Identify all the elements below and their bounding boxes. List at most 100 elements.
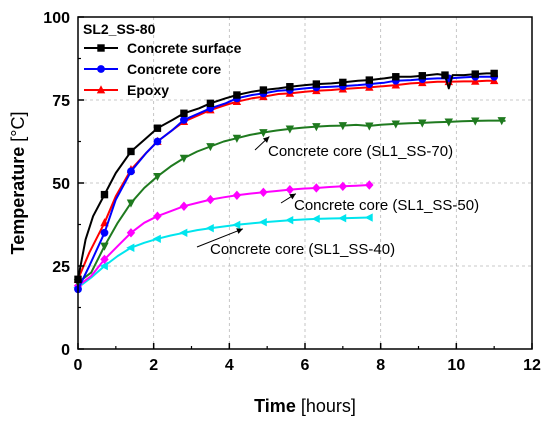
- axis-layer: 0 2 4 6 8 10 12 0 25 50 75 100: [43, 10, 541, 374]
- annotation-arrow: [196, 228, 244, 248]
- series-line: [77, 119, 506, 284]
- series-concrete-core-sl1-ss-50-: [73, 180, 374, 291]
- data-point: [99, 261, 108, 271]
- data-point: [365, 180, 374, 190]
- data-point: [100, 242, 109, 251]
- data-point: [441, 71, 449, 79]
- data-point: [285, 215, 294, 225]
- x-tick-label: 0: [74, 357, 83, 374]
- data-point: [312, 123, 321, 132]
- data-point: [126, 199, 136, 208]
- data-point: [126, 243, 135, 252]
- annotation-label: Concrete core (SL1_SS-50): [294, 197, 479, 214]
- data-point: [365, 122, 374, 131]
- data-point: [364, 213, 373, 222]
- arrowhead-icon: [236, 228, 243, 234]
- series-concrete-core-sl1-ss-40-: [73, 213, 373, 292]
- legend: SL2_SS-80 Concrete surface Concrete core Ep…: [83, 21, 242, 98]
- data-point: [153, 124, 162, 132]
- data-point: [471, 76, 480, 85]
- data-point: [179, 201, 189, 211]
- legend-entry: Concrete surface: [84, 40, 242, 56]
- y-tick-label: 100: [43, 10, 70, 27]
- x-axis-title-unit: [hours]: [301, 396, 356, 416]
- data-point: [180, 109, 188, 117]
- y-axis-title: Temperature [°C]: [8, 112, 28, 255]
- data-point: [339, 78, 347, 87]
- data-point: [490, 69, 498, 78]
- x-tick-label: 6: [301, 357, 310, 374]
- arrowhead-icon: [262, 136, 270, 143]
- data-point: [233, 91, 241, 99]
- data-point: [259, 129, 268, 138]
- data-point: [153, 172, 162, 182]
- data-point: [418, 119, 427, 128]
- data-point: [285, 184, 295, 195]
- x-axis-title: Time [hours]: [254, 396, 356, 416]
- data-point: [418, 72, 426, 80]
- data-point: [338, 122, 348, 131]
- data-point: [205, 223, 214, 233]
- x-tick-label: 8: [376, 357, 385, 374]
- x-tick-label: 4: [225, 357, 234, 374]
- legend-marker: [97, 65, 105, 73]
- legend-entry: Epoxy: [84, 82, 169, 98]
- data-point: [286, 83, 294, 91]
- x-tick-label: 2: [149, 357, 158, 374]
- data-point: [180, 116, 188, 124]
- data-point: [391, 120, 400, 129]
- data-point: [444, 118, 453, 127]
- legend-marker: [96, 85, 106, 94]
- data-point: [338, 213, 347, 223]
- legend-label: Concrete core: [127, 61, 221, 77]
- data-point: [311, 214, 320, 224]
- data-point: [365, 76, 374, 84]
- data-point: [232, 220, 241, 230]
- data-point: [232, 134, 242, 143]
- data-point: [497, 117, 506, 126]
- legend-label: Epoxy: [127, 82, 169, 98]
- annotation-layer: Concrete core (SL1_SS-70) Concrete core (…: [196, 136, 479, 258]
- data-point: [312, 80, 321, 88]
- annotation: Concrete core (SL1_SS-70): [254, 136, 453, 160]
- y-axis-title-main: Temperature: [8, 147, 28, 255]
- x-tick-label: 12: [523, 357, 541, 374]
- data-point: [126, 228, 136, 238]
- data-point: [471, 117, 480, 126]
- data-point: [471, 70, 479, 78]
- series-layer: [73, 69, 506, 294]
- data-point: [206, 99, 215, 108]
- series-line: [77, 216, 370, 289]
- data-point: [179, 228, 188, 237]
- data-point: [127, 147, 135, 156]
- y-tick-label: 50: [52, 176, 70, 193]
- x-axis-title-main: Time: [254, 396, 296, 416]
- series-line: [77, 184, 370, 287]
- annotation-label: Concrete core (SL1_SS-40): [210, 241, 395, 258]
- data-point: [259, 86, 268, 94]
- data-point: [153, 137, 162, 146]
- data-point: [285, 125, 295, 134]
- legend-marker: [97, 44, 105, 52]
- data-point: [127, 167, 135, 176]
- data-point: [259, 187, 268, 197]
- annotation-label: Concrete core (SL1_SS-70): [268, 143, 453, 160]
- data-point: [312, 183, 321, 193]
- legend-title: SL2_SS-80: [83, 21, 156, 37]
- y-tick-label: 25: [52, 259, 70, 276]
- grid-layer: [78, 17, 532, 349]
- data-point: [100, 190, 109, 199]
- annotation: Concrete core (SL1_SS-40): [196, 228, 395, 258]
- data-point: [258, 217, 267, 227]
- data-point: [152, 234, 161, 243]
- arrowhead-icon: [289, 193, 296, 200]
- data-point: [392, 73, 400, 81]
- y-tick-label: 75: [52, 93, 70, 110]
- y-tick-label: 0: [61, 342, 70, 359]
- data-point: [179, 154, 189, 163]
- data-point: [100, 254, 109, 265]
- y-axis-title-unit: [°C]: [8, 112, 28, 142]
- annotation: Concrete core (SL1_SS-50): [280, 193, 479, 214]
- data-point: [153, 211, 162, 221]
